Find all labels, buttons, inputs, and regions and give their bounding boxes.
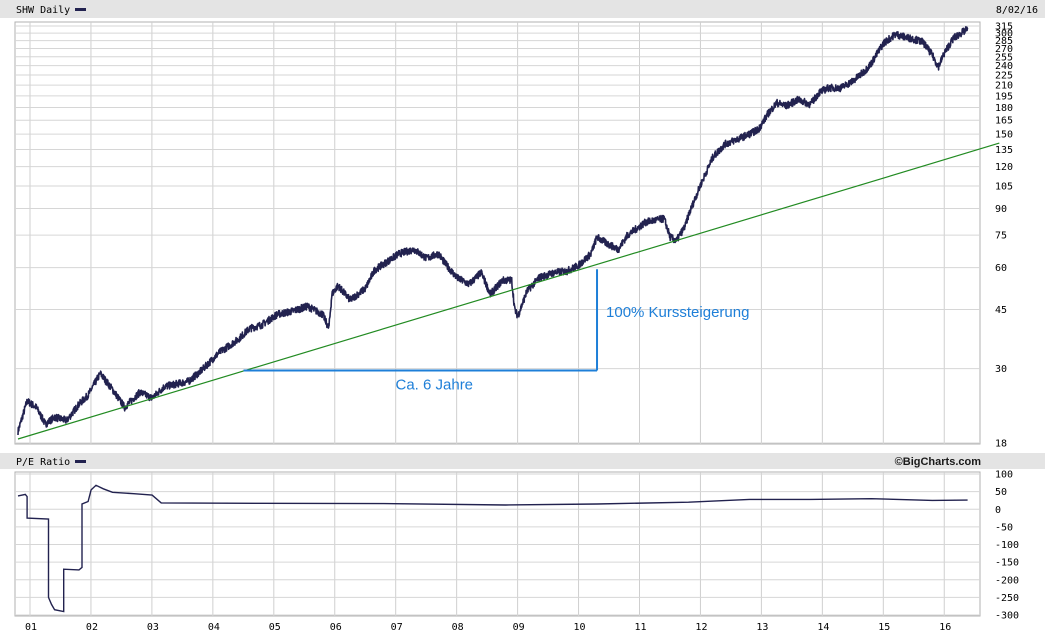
price-y-tick-label: 90 — [995, 204, 1007, 215]
price-y-tick-label: 120 — [995, 162, 1013, 173]
x-tick-label: 13 — [756, 622, 768, 633]
price-y-tick-label: 150 — [995, 130, 1013, 141]
x-tick-label: 03 — [147, 622, 159, 633]
x-tick-label: 10 — [574, 622, 586, 633]
price-y-tick-label: 195 — [995, 91, 1013, 102]
price-y-tick-label: 18 — [995, 439, 1007, 450]
x-tick-label: 07 — [391, 622, 403, 633]
chart-date: 8/02/16 — [996, 5, 1038, 16]
pe-y-tick-label: -100 — [995, 540, 1019, 551]
price-y-tick-label: 270 — [995, 44, 1013, 55]
pe-y-tick-label: -150 — [995, 558, 1019, 569]
price-y-tick-label: 30 — [995, 364, 1007, 375]
x-tick-label: 05 — [269, 622, 281, 633]
price-y-tick-label: 225 — [995, 71, 1013, 82]
price-y-tick-label: 240 — [995, 61, 1013, 72]
x-tick-label: 06 — [330, 622, 342, 633]
pe-y-tick-label: -300 — [995, 611, 1019, 622]
trend-line — [17, 142, 1000, 440]
pe-chart-title: P/E Ratio — [16, 457, 70, 468]
price-y-tick-label: 105 — [995, 182, 1013, 193]
pe-y-tick-label: 100 — [995, 470, 1013, 481]
pe-y-tick-label: -250 — [995, 593, 1019, 604]
price-y-tick-label: 255 — [995, 52, 1013, 63]
x-tick-label: 14 — [817, 622, 829, 633]
price-y-tick-label: 165 — [995, 116, 1013, 127]
price-y-tick-label: 45 — [995, 305, 1007, 316]
x-tick-label: 11 — [634, 622, 646, 633]
x-tick-label: 04 — [208, 622, 220, 633]
gain-annotation: 100% Kurssteigerung — [606, 304, 749, 321]
price-series-line — [17, 26, 969, 436]
pe-y-tick-label: 0 — [995, 505, 1001, 516]
pe-series-line — [17, 484, 968, 613]
price-header-bar — [0, 0, 1045, 18]
pe-header-bar — [0, 453, 1045, 469]
x-tick-label: 09 — [513, 622, 525, 633]
pe-y-tick-label: -50 — [995, 522, 1013, 533]
pe-y-tick-label: -200 — [995, 575, 1019, 586]
x-tick-label: 01 — [25, 622, 37, 633]
price-chart-title: SHW Daily — [16, 5, 70, 16]
price-y-tick-label: 210 — [995, 81, 1013, 92]
source-credit: ©BigCharts.com — [895, 456, 982, 468]
price-y-tick-label: 180 — [995, 103, 1013, 114]
x-tick-label: 08 — [452, 622, 464, 633]
x-tick-label: 16 — [939, 622, 951, 633]
price-y-tick-label: 75 — [995, 231, 1007, 242]
x-tick-label: 02 — [86, 622, 98, 633]
pe-y-tick-label: 50 — [995, 487, 1007, 498]
x-tick-label: 15 — [878, 622, 890, 633]
price-y-tick-label: 60 — [995, 263, 1007, 274]
price-y-tick-label: 285 — [995, 36, 1013, 47]
price-y-tick-label: 315 — [995, 22, 1013, 33]
duration-annotation: Ca. 6 Jahre — [395, 377, 473, 394]
price-y-tick-label: 135 — [995, 145, 1013, 156]
price-y-tick-label: 300 — [995, 29, 1013, 40]
x-tick-label: 12 — [695, 622, 707, 633]
